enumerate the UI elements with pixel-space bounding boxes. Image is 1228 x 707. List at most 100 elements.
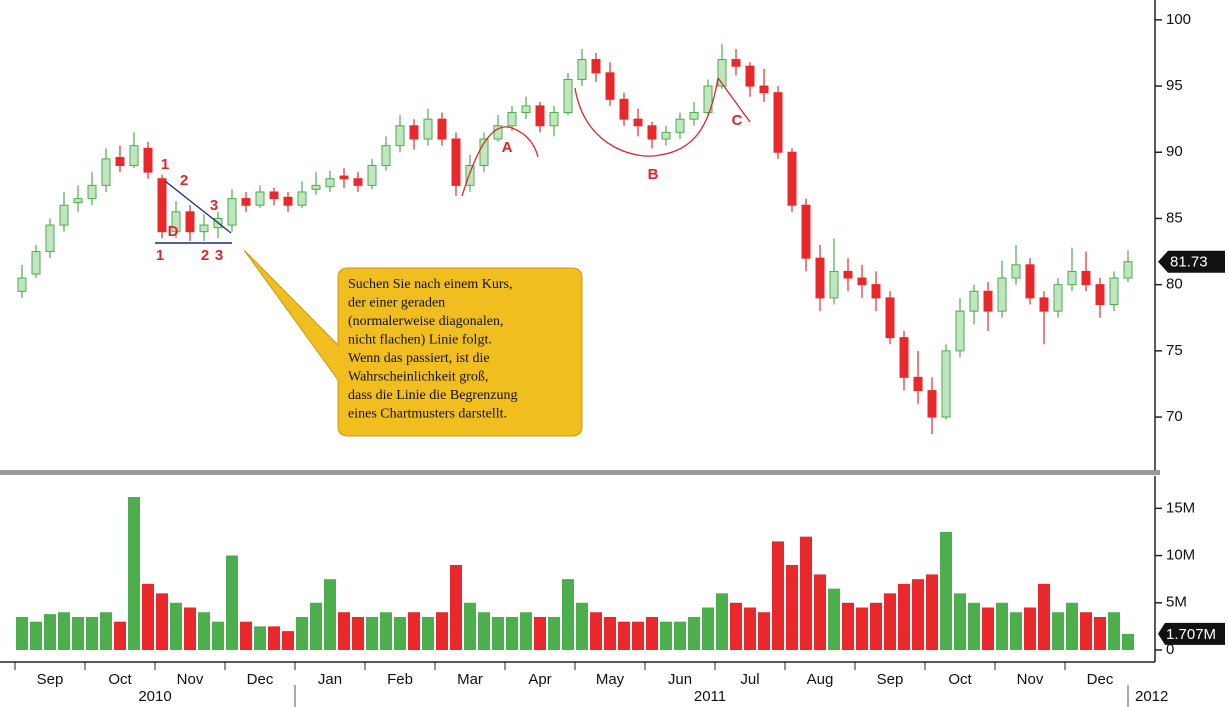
volume-bar: [142, 583, 154, 650]
annotation: 1: [161, 156, 169, 173]
volume-bar: [1094, 616, 1106, 650]
volume-bar: [1010, 612, 1022, 650]
callout-line: Wenn das passiert, ist die: [348, 351, 490, 366]
candle-body: [913, 376, 923, 392]
callout-line: nicht flachen) Linie folgt.: [348, 333, 492, 348]
volume-bar: [618, 621, 630, 650]
volume-bar: [1024, 607, 1036, 650]
volume-bar: [912, 579, 924, 650]
annotation: D: [168, 223, 179, 240]
volume-bar: [842, 602, 854, 650]
candle-body: [479, 138, 489, 166]
candle-body: [605, 72, 615, 100]
x-tick-label: Sep: [877, 671, 904, 688]
year-label: 2012: [1135, 688, 1168, 705]
volume-bar: [660, 621, 672, 650]
candle-body: [17, 277, 27, 292]
volume-bar: [982, 607, 994, 650]
volume-bar: [534, 616, 546, 650]
volume-bar: [422, 616, 434, 650]
candle-body: [969, 290, 979, 312]
annotation: C: [732, 112, 743, 129]
volume-bar: [800, 536, 812, 650]
candle-body: [171, 211, 181, 233]
volume-bar: [450, 565, 462, 650]
volume-bar: [968, 602, 980, 650]
x-tick-label: Jun: [668, 671, 692, 688]
volume-bar: [366, 616, 378, 650]
volume-bar: [72, 616, 84, 650]
candle-body: [591, 59, 601, 74]
candle-body: [843, 270, 853, 279]
x-tick-label: Apr: [528, 671, 551, 688]
candle-body: [339, 175, 349, 180]
volume-bar: [268, 626, 280, 650]
x-tick-label: Oct: [108, 671, 132, 688]
x-tick-label: Oct: [948, 671, 972, 688]
volume-bar: [548, 616, 560, 650]
callout-line: eines Chartmusters darstellt.: [348, 407, 507, 422]
candle-body: [311, 184, 321, 190]
candle-body: [381, 145, 391, 166]
volume-bar: [240, 621, 252, 650]
volume-bar: [100, 612, 112, 650]
last-volume-label: 1.707M: [1166, 626, 1216, 643]
volume-bar: [758, 612, 770, 650]
volume-tick-label: 15M: [1166, 499, 1195, 516]
y-tick-label: 95: [1166, 77, 1183, 94]
candle-body: [1025, 264, 1035, 299]
callout-line: der einer geraden: [348, 296, 445, 311]
candle-body: [255, 191, 265, 206]
volume-bar: [590, 612, 602, 650]
volume-bar: [1052, 612, 1064, 650]
candle-body: [549, 112, 559, 127]
candle-body: [269, 191, 279, 200]
volume-bar: [184, 607, 196, 650]
trend-line: [164, 180, 232, 234]
candle-body: [745, 65, 755, 87]
volume-bar: [520, 612, 532, 650]
volume-bar: [632, 621, 644, 650]
volume-bar: [884, 593, 896, 650]
candle-body: [633, 118, 643, 127]
volume-bar: [338, 612, 350, 650]
volume-bar: [674, 621, 686, 650]
candle-body: [577, 59, 587, 80]
x-tick-label: Nov: [1017, 671, 1044, 688]
volume-bar: [772, 541, 784, 650]
candle-body: [675, 118, 685, 133]
candle-body: [45, 224, 55, 253]
candle-body: [521, 105, 531, 114]
volume-bar: [492, 616, 504, 650]
volume-bar: [898, 583, 910, 650]
volume-bar: [324, 579, 336, 650]
candle-body: [115, 157, 125, 166]
callout-box: [243, 249, 583, 437]
volume-bar: [254, 626, 266, 650]
candle-body: [759, 85, 769, 94]
candle-body: [941, 350, 951, 418]
volume-bar: [954, 593, 966, 650]
candle-body: [689, 112, 699, 120]
candle-body: [1081, 270, 1091, 286]
marks: 70 75 80 85 90 95 100 0 5M 10M 15M Sep Oct Nov Dec Jan F…: [14, 11, 1225, 688]
volume-bar: [86, 616, 98, 650]
year-label: 2011: [694, 688, 726, 705]
volume-bar: [198, 612, 210, 650]
annotation: 3: [210, 197, 218, 214]
volume-bar: [1122, 633, 1134, 650]
volume-bar: [408, 612, 420, 650]
volume-tick-label: 0: [1166, 641, 1174, 658]
candle-body: [241, 198, 251, 206]
y-tick-label: 75: [1166, 342, 1183, 359]
volume-bar: [646, 616, 658, 650]
candle-body: [1123, 261, 1133, 279]
candle-body: [1039, 297, 1049, 312]
volume-bar: [926, 574, 938, 650]
volume-bar: [352, 616, 364, 650]
last-price-tag: [1158, 250, 1225, 273]
panel-separator: [0, 470, 1160, 475]
last-volume-tag: [1158, 622, 1225, 645]
candle-body: [773, 92, 783, 153]
